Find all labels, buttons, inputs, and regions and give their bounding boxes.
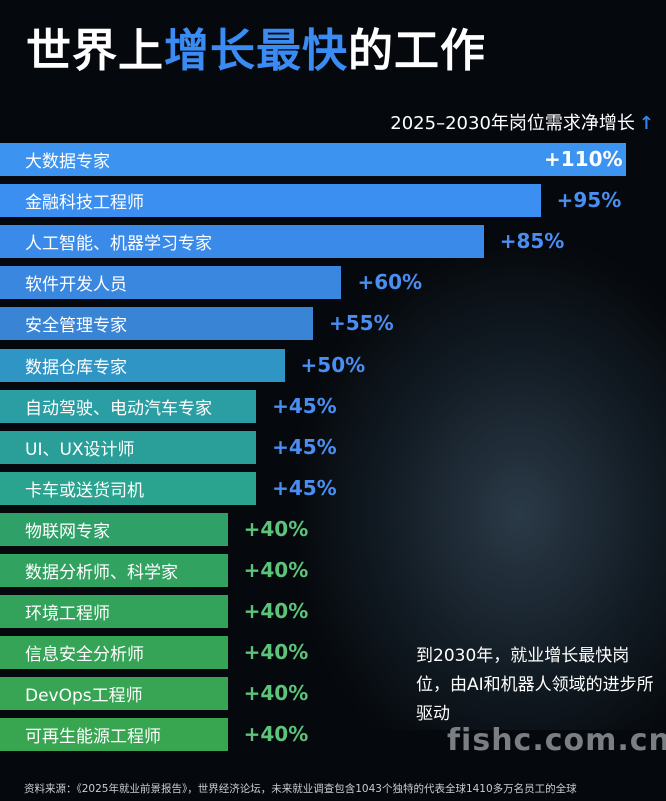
chart-bar: 数据分析师、科学家 — [0, 554, 228, 587]
chart-bar: 环境工程师 — [0, 595, 228, 629]
chart-bar: 物联网专家 — [0, 512, 228, 546]
bar-value-label: +40% — [243, 516, 309, 541]
bar-chart: 大数据专家 +110% 金融科技工程师 +95% 人工智能、机器学习专家 +85% 软件开发… — [0, 143, 666, 763]
bar-value-label: +55% — [329, 311, 394, 336]
chart-subtitle: 2025–2030年岗位需求净增长 ↑ — [390, 109, 654, 135]
title-part-1: 世界上 — [26, 24, 165, 77]
bar-value-label: +85% — [499, 229, 565, 254]
bar-value-label: +40% — [243, 681, 309, 706]
bar-category-label: 人工智能、机器学习专家 — [25, 234, 212, 255]
bar-value-label: +45% — [272, 434, 337, 459]
bar-value-label: +95% — [556, 188, 622, 213]
bar-category-label: 自动驾驶、电动汽车专家 — [25, 398, 212, 419]
bar-category-label: 安全管理专家 — [25, 316, 127, 337]
bar-value-label: +40% — [243, 599, 309, 624]
chart-bar: 安全管理专家 — [0, 307, 313, 341]
bar-value-label: +40% — [243, 640, 309, 665]
chart-note: 到2030年，就业增长最快岗位，由AI和机器人领域的进步所驱动 — [416, 646, 654, 724]
watermark: fishc.com.cn — [447, 723, 666, 758]
title-part-2: 的工作 — [348, 24, 487, 77]
chart-bar: DevOps工程师 — [0, 677, 228, 711]
chart-bar: 卡车或送货司机 — [0, 471, 257, 505]
bar-category-label: 可再生能源工程师 — [25, 727, 161, 748]
chart-bar: 大数据专家 — [0, 143, 626, 176]
bar-value-label: +40% — [243, 558, 309, 582]
bar-value-label: +45% — [272, 475, 337, 500]
page-title: 世界上增长最快的工作 — [26, 14, 486, 79]
chart-bar: 人工智能、机器学习专家 — [0, 225, 484, 259]
source-note: 资料来源：《2025年就业前景报告》，世界经济论坛，未来就业调查包含1043个独… — [24, 783, 577, 795]
chart-bar: 信息安全分析师 — [0, 636, 228, 670]
bar-value-label: +45% — [272, 393, 337, 418]
bar-category-label: 数据仓库专家 — [25, 357, 127, 378]
chart-bar: 软件开发人员 — [0, 266, 342, 300]
bar-category-label: DevOps工程师 — [25, 686, 143, 707]
chart-bar: 金融科技工程师 — [0, 184, 541, 218]
bar-category-label: 大数据专家 — [25, 152, 110, 172]
bar-category-label: 金融科技工程师 — [25, 193, 144, 214]
bar-value-label: +60% — [357, 270, 423, 295]
bar-category-label: 软件开发人员 — [25, 275, 127, 296]
bar-category-label: 物联网专家 — [25, 521, 110, 542]
arrow-up-icon: ↑ — [638, 113, 654, 134]
bar-value-label: +50% — [300, 352, 366, 377]
chart-bar: 自动驾驶、电动汽车专家 — [0, 389, 257, 423]
chart-bar: 数据仓库专家 — [0, 348, 285, 382]
chart-bar: 可再生能源工程师 — [0, 718, 228, 752]
bar-category-label: 信息安全分析师 — [25, 645, 144, 666]
bar-value-label: +40% — [243, 722, 309, 747]
title-highlight: 增长最快 — [164, 24, 349, 77]
bar-category-label: UI、UX设计师 — [25, 439, 135, 460]
bar-category-label: 卡车或送货司机 — [25, 480, 144, 501]
bar-category-label: 数据分析师、科学家 — [25, 563, 178, 583]
bar-category-label: 环境工程师 — [25, 604, 110, 625]
subtitle-text: 2025–2030年岗位需求净增长 — [390, 113, 635, 134]
bar-value-label: +110% — [544, 147, 623, 171]
chart-bar: UI、UX设计师 — [0, 430, 257, 464]
